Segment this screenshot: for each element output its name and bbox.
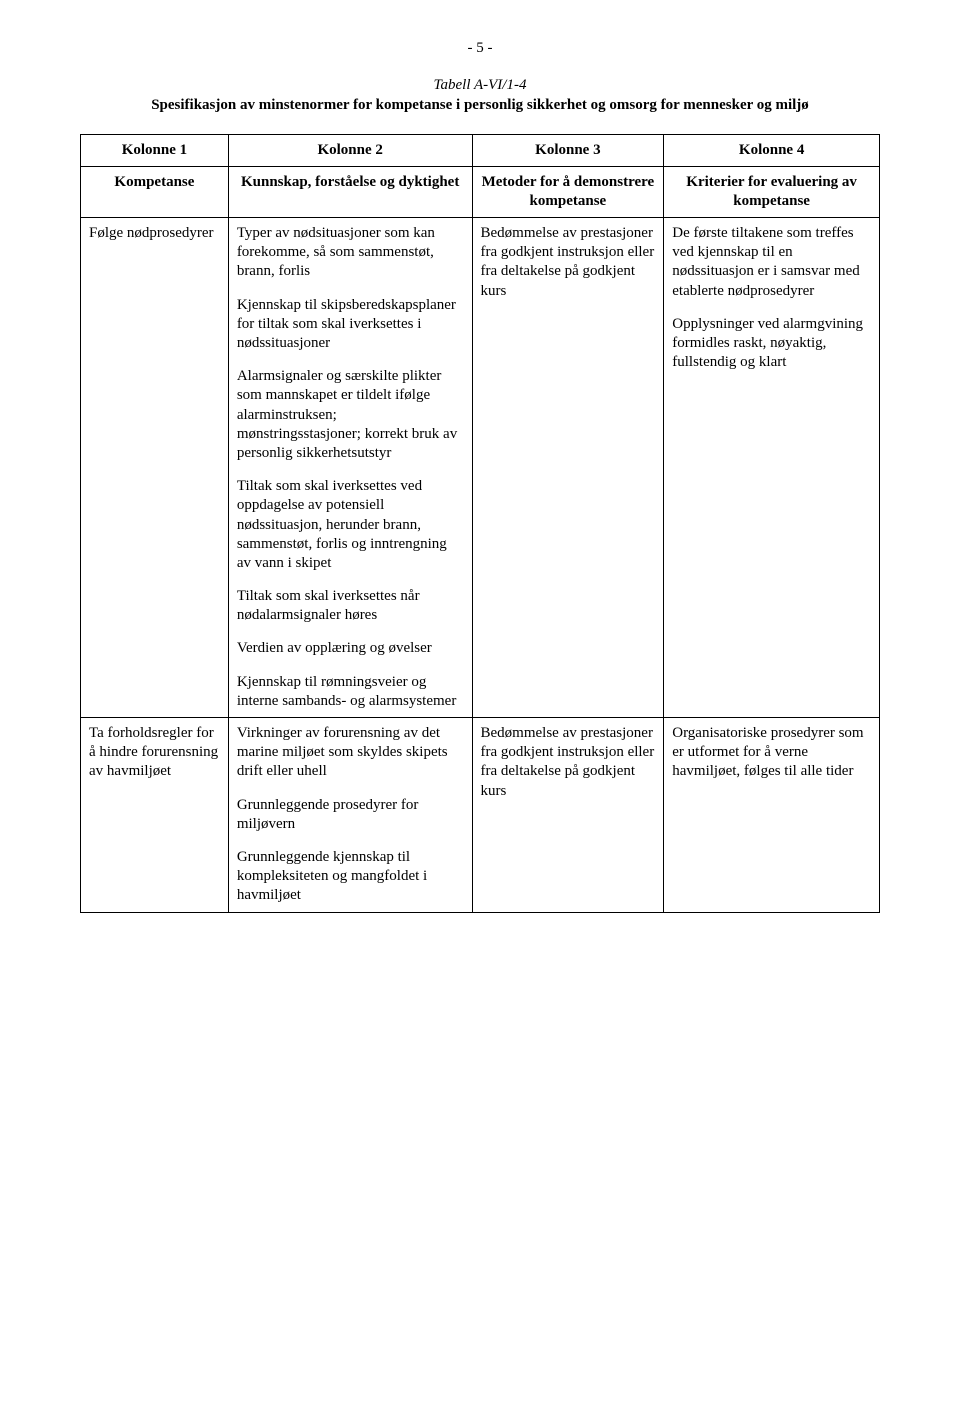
para: Virkninger av forurensning av det marine… [237,724,464,782]
para: Bedømmelse av prestasjoner fra godkjent … [481,224,656,301]
para: Tiltak som skal iverksettes når nødalarm… [237,587,464,625]
para: Grunnleggende prosedyrer for miljøvern [237,796,464,834]
para: De første tiltakene som treffes ved kjen… [672,224,871,301]
cell-competence: Ta forholdsregler for å hindre forurensn… [81,718,229,913]
spec-table: Kolonne 1 Kolonne 2 Kolonne 3 Kolonne 4 … [80,134,880,913]
table-label: Tabell A-VI/1-4 [80,77,880,94]
col2-subheader: Kunnskap, forståelse og dyktighet [228,166,472,217]
header-row-2: Kompetanse Kunnskap, forståelse og dykti… [81,166,880,217]
para: Kjennskap til skipsberedskapsplaner for … [237,296,464,354]
para: Typer av nødsituasjoner som kan forekomm… [237,224,464,282]
col1-subheader: Kompetanse [81,166,229,217]
para: Ta forholdsregler for å hindre forurensn… [89,724,220,782]
col3-subheader: Metoder for å demonstrere kompetanse [472,166,664,217]
para: Kjennskap til rømningsveier og interne s… [237,673,464,711]
cell-criteria: Organisatoriske prosedyrer som er utform… [664,718,880,913]
col2-header: Kolonne 2 [228,134,472,166]
col4-header: Kolonne 4 [664,134,880,166]
col1-header: Kolonne 1 [81,134,229,166]
cell-knowledge: Virkninger av forurensning av det marine… [228,718,472,913]
cell-methods: Bedømmelse av prestasjoner fra godkjent … [472,718,664,913]
cell-competence: Følge nødprosedyrer [81,218,229,718]
para: Grunnleggende kjennskap til kompleksitet… [237,848,464,906]
para: Tiltak som skal iverksettes ved oppdagel… [237,477,464,573]
para: Verdien av opplæring og øvelser [237,639,464,658]
cell-methods: Bedømmelse av prestasjoner fra godkjent … [472,218,664,718]
table-row: Ta forholdsregler for å hindre forurensn… [81,718,880,913]
header-row-1: Kolonne 1 Kolonne 2 Kolonne 3 Kolonne 4 [81,134,880,166]
page-number: - 5 - [80,40,880,57]
spec-title: Spesifikasjon av minstenormer for kompet… [80,96,880,116]
para: Følge nødprosedyrer [89,224,220,243]
col3-header: Kolonne 3 [472,134,664,166]
table-body: Følge nødprosedyrer Typer av nødsituasjo… [81,218,880,912]
cell-knowledge: Typer av nødsituasjoner som kan forekomm… [228,218,472,718]
para: Opplysninger ved alarmgvining formidles … [672,315,871,373]
para: Alarmsignaler og særskilte plikter som m… [237,367,464,463]
cell-criteria: De første tiltakene som treffes ved kjen… [664,218,880,718]
table-row: Følge nødprosedyrer Typer av nødsituasjo… [81,218,880,718]
page: - 5 - Tabell A-VI/1-4 Spesifikasjon av m… [0,0,960,1415]
col4-subheader: Kriterier for evaluering av kompetanse [664,166,880,217]
para: Bedømmelse av prestasjoner fra godkjent … [481,724,656,801]
para: Organisatoriske prosedyrer som er utform… [672,724,871,782]
